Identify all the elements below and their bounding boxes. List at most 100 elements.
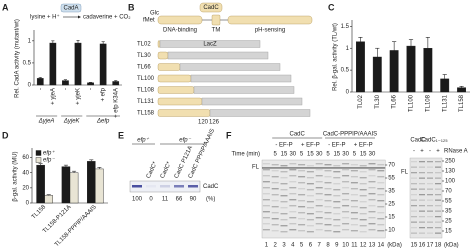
gel-band bbox=[289, 223, 297, 225]
gel-band bbox=[419, 161, 425, 163]
protein-name: CadC bbox=[203, 5, 219, 11]
gel-band bbox=[350, 200, 358, 202]
gel-band bbox=[377, 230, 385, 232]
y-tick-label: 1 bbox=[28, 38, 32, 44]
gel-band bbox=[427, 194, 433, 196]
error-bar bbox=[63, 79, 67, 81]
gel-band bbox=[333, 201, 341, 203]
gel-band bbox=[262, 199, 270, 201]
gel-band bbox=[298, 176, 306, 178]
legend-swatch bbox=[35, 150, 42, 156]
gel-band bbox=[298, 194, 306, 196]
marker-label: 100 bbox=[445, 179, 456, 185]
gel-band bbox=[368, 163, 376, 165]
marker-label: 35 bbox=[388, 189, 395, 195]
gel-band bbox=[411, 210, 417, 212]
gel-band bbox=[350, 218, 358, 220]
condition-label: - EF-P bbox=[328, 143, 345, 149]
cadc-part bbox=[157, 74, 192, 83]
gel-band bbox=[359, 177, 367, 179]
lane-number: 18 bbox=[435, 243, 442, 249]
gel-band bbox=[435, 199, 441, 201]
gel-band bbox=[342, 187, 350, 189]
error-bar bbox=[97, 167, 102, 169]
error-bar bbox=[89, 159, 94, 162]
gel-band bbox=[315, 229, 323, 231]
construct-header: CadC-PPPIP/AAAIS bbox=[323, 132, 377, 138]
reaction-substrate: lysine + H⁺ bbox=[30, 14, 60, 21]
gel-band bbox=[306, 189, 314, 191]
bar bbox=[372, 56, 382, 93]
domain bbox=[157, 15, 203, 25]
domain-label: pH-sensing bbox=[255, 28, 285, 34]
gel-band bbox=[298, 188, 306, 190]
gel-band bbox=[324, 176, 332, 178]
y-axis-label: Rel. β-gal. activity (TL/wt) bbox=[333, 23, 339, 91]
construct-header: CadC bbox=[290, 132, 306, 138]
gel-band bbox=[333, 171, 341, 173]
gel-band bbox=[435, 172, 441, 174]
legend-label: efp⁻ bbox=[43, 158, 55, 164]
gel-band bbox=[342, 211, 350, 213]
gel-band bbox=[427, 216, 433, 218]
bar bbox=[36, 78, 44, 86]
group-label: Δefp bbox=[96, 119, 110, 125]
y-tick-label: 0 bbox=[28, 83, 32, 89]
gel-band bbox=[377, 164, 385, 166]
lane-number: 16 bbox=[419, 243, 426, 249]
lane-number: 4 bbox=[291, 243, 295, 249]
gel-band bbox=[411, 183, 417, 185]
sign-label: + bbox=[420, 149, 424, 155]
gel-band bbox=[411, 194, 417, 196]
enzyme-box bbox=[60, 3, 82, 13]
y-tick-label: 0.5 bbox=[23, 60, 32, 66]
gel-band bbox=[350, 212, 358, 214]
gel-band bbox=[377, 200, 385, 202]
gel-band bbox=[306, 219, 314, 221]
gel-band bbox=[271, 164, 279, 166]
gel-band bbox=[298, 164, 306, 166]
gel-band bbox=[289, 163, 297, 165]
x-tick-label: + efp bbox=[101, 87, 107, 101]
gel-band bbox=[359, 189, 367, 191]
gel-band bbox=[324, 188, 332, 190]
gel-band bbox=[419, 177, 425, 179]
gel-band bbox=[271, 194, 279, 196]
lane-number: 9 bbox=[335, 243, 339, 249]
gel-band bbox=[411, 177, 417, 179]
lane-number: 6 bbox=[309, 243, 313, 249]
lacz-part bbox=[159, 40, 261, 48]
error-bar bbox=[375, 47, 380, 57]
gel-band bbox=[359, 207, 367, 209]
gel-band bbox=[435, 177, 441, 179]
error-bar bbox=[63, 164, 68, 167]
lane-number: 3 bbox=[282, 243, 286, 249]
percent-label: 66 bbox=[176, 197, 183, 203]
gel-band bbox=[289, 187, 297, 189]
x-tick-label: - bbox=[38, 88, 44, 90]
lane-number: 8 bbox=[326, 243, 330, 249]
gel-band bbox=[289, 199, 297, 201]
y-axis-label: Rel. CadA activity (mutant/wt) bbox=[15, 19, 21, 98]
gel-band bbox=[324, 194, 332, 196]
gel-band bbox=[315, 199, 323, 201]
gel bbox=[261, 159, 386, 239]
position-label: 126 bbox=[209, 120, 220, 126]
bar bbox=[36, 164, 45, 204]
y-tick-label: 60 bbox=[22, 155, 29, 161]
gel-band bbox=[350, 182, 358, 184]
gel-band bbox=[306, 165, 314, 167]
gel-band bbox=[419, 205, 425, 207]
gel-band bbox=[324, 212, 332, 214]
gel-band bbox=[271, 170, 279, 172]
gel-band bbox=[280, 189, 288, 191]
lane-number: 15 bbox=[411, 243, 418, 249]
gel-band bbox=[368, 181, 376, 183]
construct-label: TL66 bbox=[137, 65, 151, 71]
gel-band bbox=[368, 187, 376, 189]
gel-band bbox=[271, 182, 279, 184]
protein-box bbox=[199, 2, 223, 13]
gel-band bbox=[271, 188, 279, 190]
